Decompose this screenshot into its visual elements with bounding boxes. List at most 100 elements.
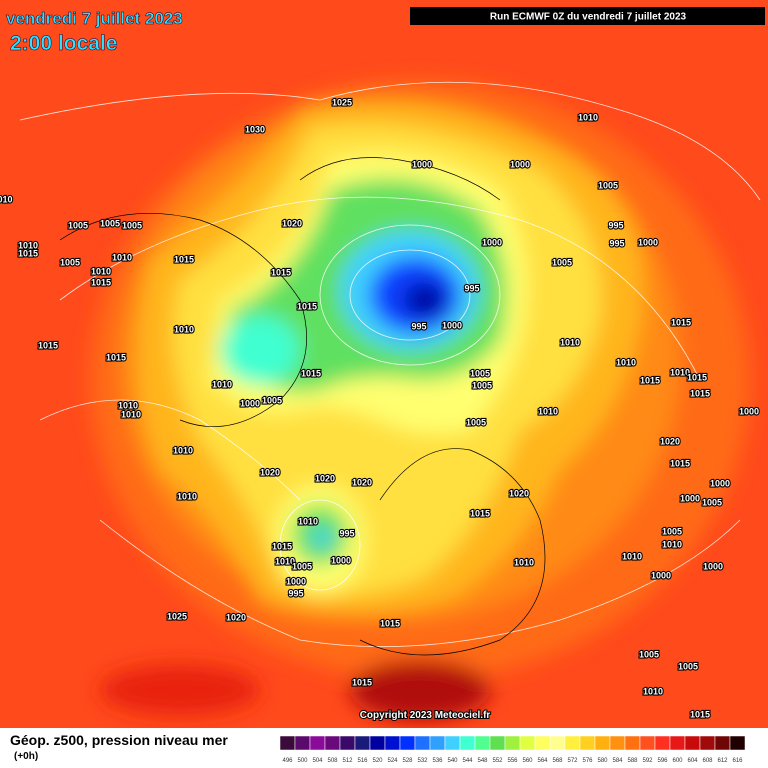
isobar-label: 1010 [275, 556, 295, 566]
color-swatch [399, 735, 416, 751]
colorbar: 496 500 504 508 512 516 520 524 528 532 536 540 544 5… [279, 735, 746, 764]
color-swatch [684, 735, 701, 751]
isobar-label: 1000 [412, 159, 432, 169]
isobar-label: 1020 [660, 436, 680, 446]
color-swatch [369, 735, 386, 751]
isobar-label: 1005 [470, 368, 490, 378]
isobar-label: 1005 [598, 180, 618, 190]
isobar-label: 1010 [662, 539, 682, 549]
isobar-label: 1015 [687, 372, 707, 382]
colorbar-label: 576 [582, 758, 593, 764]
isobar-label: 1005 [639, 649, 659, 659]
isobar-label: 1010 [112, 252, 132, 262]
isobar-label: 995 [608, 220, 623, 230]
color-swatch [699, 735, 716, 751]
color-swatch [324, 735, 341, 751]
isobar-label: 1020 [282, 218, 302, 228]
colorbar-label: 556 [507, 758, 518, 764]
colorbar-label: 572 [567, 758, 578, 764]
color-swatch [294, 735, 311, 751]
color-swatch [474, 735, 491, 751]
color-swatch [639, 735, 656, 751]
colorbar-label: 524 [387, 758, 398, 764]
color-swatch [414, 735, 431, 751]
colorbar-label: 496 [282, 758, 293, 764]
isobar-label: 1000 [240, 398, 260, 408]
colorbar-label: 540 [447, 758, 458, 764]
color-swatch [444, 735, 461, 751]
colorbar-label: 600 [672, 758, 683, 764]
isobar-label: 995 [609, 238, 624, 248]
isobar-label: 1010 [18, 240, 38, 250]
isobar-label: 1005 [552, 257, 572, 267]
isobar-label: 1020 [260, 467, 280, 477]
isobar-label: 1005 [292, 561, 312, 571]
colorbar-label: 568 [552, 758, 563, 764]
isobar-label: 1025 [167, 611, 187, 621]
isobar-label: 1005 [100, 218, 120, 228]
isobar-label: 1015 [380, 618, 400, 628]
isobar-label: 1010 [177, 491, 197, 501]
isobar-label: 1005 [472, 380, 492, 390]
isobar-label: 1000 [331, 555, 351, 565]
colorbar-label: 504 [312, 758, 323, 764]
color-swatch [339, 735, 356, 751]
colorbar-label: 520 [372, 758, 383, 764]
isobar-label: 1010 [121, 409, 141, 419]
colorbar-label: 536 [432, 758, 443, 764]
isobar-label: 1010 [616, 357, 636, 367]
isobar-label: 1005 [122, 220, 142, 230]
isobar-label: 1015 [671, 317, 691, 327]
isobar-label: 1000 [286, 576, 306, 586]
colorbar-label: 608 [702, 758, 713, 764]
colorbar-label: 500 [297, 758, 308, 764]
colorbar-label: 544 [462, 758, 473, 764]
isobar-label: 1005 [678, 661, 698, 671]
isobar-label: 1015 [271, 267, 291, 277]
isobar-label: 995 [464, 283, 479, 293]
isobar-label: 1015 [352, 677, 372, 687]
isobar-label: 1015 [106, 352, 126, 362]
copyright: Copyright 2023 Meteociel.fr [360, 710, 491, 721]
colorbar-label: 588 [627, 758, 638, 764]
run-banner [410, 7, 765, 25]
colorbar-label: 592 [642, 758, 653, 764]
isobar-label: 1010 [670, 367, 690, 377]
color-swatch [519, 735, 536, 751]
isobar-label: 1000 [710, 478, 730, 488]
isobar-label: 1015 [640, 375, 660, 385]
color-swatch [309, 735, 326, 751]
isobar-label: 1015 [301, 368, 321, 378]
color-swatch [429, 735, 446, 751]
isobar-label: 1020 [226, 612, 246, 622]
isobar-label: 1020 [509, 488, 529, 498]
isobar-label: 1015 [297, 301, 317, 311]
isobar-labels: 1025103010101000100010050101020100510051… [0, 96, 760, 720]
color-swatch [669, 735, 686, 751]
isobar-label: 1010 [514, 557, 534, 567]
isobar-label: 1000 [510, 159, 530, 169]
geopotential-field [0, 0, 768, 728]
colorbar-label: 560 [522, 758, 533, 764]
color-swatch [714, 735, 731, 751]
isobar-label: 1020 [352, 477, 372, 487]
isobar-label: 1000 [638, 237, 658, 247]
color-swatch [354, 735, 371, 751]
isobar-label: 1015 [690, 388, 710, 398]
isobar-label: 1005 [68, 220, 88, 230]
colorbar-label: 532 [417, 758, 428, 764]
isobar-label: 995 [339, 528, 354, 538]
isobar-label: 1000 [703, 561, 723, 571]
colorbar-label: 512 [342, 758, 353, 764]
isobar-label: 1010 [538, 406, 558, 416]
isobar-label: 1015 [91, 277, 111, 287]
colorbar-label: 516 [357, 758, 368, 764]
title: vendredi 7 juillet 2023 [6, 9, 183, 28]
colorbar-label: 548 [477, 758, 488, 764]
isobar-label: 1015 [470, 508, 490, 518]
color-swatch [534, 735, 551, 751]
color-swatch [384, 735, 401, 751]
isobar-label: 1000 [680, 493, 700, 503]
isobar-label: 1005 [662, 526, 682, 536]
